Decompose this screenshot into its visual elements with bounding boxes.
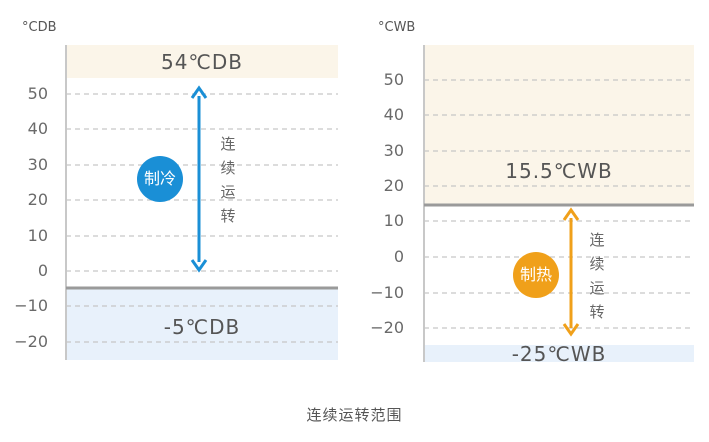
right-tick-minus10: −10: [370, 283, 404, 302]
left-upper-limit-label: 54℃DB: [160, 50, 244, 74]
right-vertical-text-1: 连: [589, 231, 605, 249]
left-bottom-band: [66, 288, 338, 360]
right-tick-30: 30: [383, 141, 404, 160]
left-top-band: [66, 45, 338, 78]
right-tick-50: 50: [383, 70, 404, 89]
right-tick-minus20: −20: [370, 318, 404, 337]
right-top-band: [424, 45, 694, 205]
left-unit-label: °CDB: [22, 20, 57, 35]
cooling-mode-badge: 制冷: [137, 156, 183, 202]
left-range-arrow: [190, 85, 208, 273]
right-bottom-band: [424, 345, 694, 362]
left-vertical-text-4: 转: [220, 207, 236, 225]
left-tick-30: 30: [27, 155, 48, 174]
left-operating-band: [66, 78, 338, 288]
right-operating-band: [424, 205, 694, 345]
right-vertical-text-2: 续: [589, 255, 605, 273]
left-tick-50: 50: [27, 84, 48, 103]
right-lower-limit-label: -25℃WB: [511, 342, 607, 366]
left-lower-limit-label: -5℃DB: [163, 315, 241, 339]
right-tick-10: 10: [383, 211, 404, 230]
left-tick-10: 10: [27, 226, 48, 245]
left-tick-40: 40: [27, 119, 48, 138]
left-tick-minus10: −10: [14, 296, 48, 315]
right-unit-label: °CWB: [378, 20, 416, 35]
right-vertical-text-4: 转: [589, 303, 605, 321]
left-tick-20: 20: [27, 190, 48, 209]
left-gridlines: [66, 93, 338, 343]
right-gridlines: [424, 79, 694, 329]
left-tick-minus20: −20: [14, 332, 48, 351]
left-tick-0: 0: [37, 261, 48, 280]
right-upper-limit-label: 15.5℃WB: [505, 159, 613, 183]
left-vertical-text-2: 续: [220, 159, 236, 177]
heating-mode-badge: 制热: [513, 252, 559, 298]
left-vertical-text-1: 连: [220, 135, 236, 153]
right-tick-20: 20: [383, 176, 404, 195]
right-tick-40: 40: [383, 105, 404, 124]
diagram-caption: 连续运转范围: [306, 406, 403, 424]
left-vertical-text-3: 运: [220, 183, 236, 201]
right-range-arrow: [562, 207, 580, 337]
right-vertical-text-3: 运: [589, 279, 605, 297]
right-tick-0: 0: [393, 247, 404, 266]
